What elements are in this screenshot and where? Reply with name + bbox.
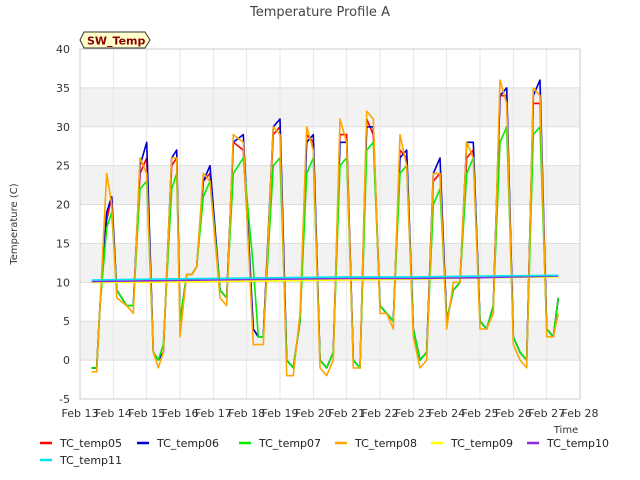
y-tick-label: -5 bbox=[59, 393, 70, 406]
background-band bbox=[80, 87, 580, 127]
x-tick-label: Feb 14 bbox=[95, 407, 132, 420]
x-tick-label: Feb 28 bbox=[562, 407, 599, 420]
legend-item-TC_temp06: TC_temp06 bbox=[137, 437, 219, 450]
x-tick-label: Feb 18 bbox=[228, 407, 265, 420]
y-tick-label: 10 bbox=[56, 276, 70, 289]
legend-item-TC_temp08: TC_temp08 bbox=[335, 437, 417, 450]
x-tick-label: Feb 25 bbox=[462, 407, 499, 420]
y-tick-label: 15 bbox=[56, 237, 70, 250]
plot-border bbox=[79, 48, 581, 400]
legend-label: TC_temp08 bbox=[354, 437, 417, 450]
sw-temp-badge: SW_Temp bbox=[79, 31, 151, 49]
series-line-TC_temp10 bbox=[91, 275, 559, 283]
legend-label: TC_temp11 bbox=[59, 454, 122, 467]
y-tick-label: 40 bbox=[56, 43, 70, 56]
series-line-TC_temp11 bbox=[91, 274, 559, 281]
y-tick-label: 30 bbox=[56, 121, 70, 134]
chart-title: Temperature Profile A bbox=[249, 5, 390, 20]
y-tick-label: 5 bbox=[63, 315, 70, 328]
legend-label: TC_temp10 bbox=[546, 437, 609, 450]
y-tick-label: 25 bbox=[56, 160, 70, 173]
badge-label: SW_Temp bbox=[87, 35, 146, 48]
x-tick-label: Feb 27 bbox=[528, 407, 565, 420]
x-tick-label: Feb 17 bbox=[195, 407, 232, 420]
legend-item-TC_temp09: TC_temp09 bbox=[431, 437, 513, 450]
legend: TC_temp05 TC_temp06 TC_temp07 TC_temp08 TC_t… bbox=[40, 437, 609, 467]
series-line-TC_temp07 bbox=[91, 126, 560, 369]
x-tick-label: Feb 21 bbox=[328, 407, 365, 420]
legend-item-TC_temp05: TC_temp05 bbox=[40, 437, 122, 450]
y-axis-ticks: -5 0 5 10 15 20 25 30 35 40 bbox=[56, 43, 70, 406]
x-tick-label: Feb 13 bbox=[62, 407, 99, 420]
series-line-TC_temp08 bbox=[91, 79, 560, 377]
x-axis-label: Time bbox=[553, 425, 578, 436]
legend-item-TC_temp10: TC_temp10 bbox=[527, 437, 609, 450]
x-tick-label: Feb 16 bbox=[162, 407, 199, 420]
x-tick-label: Feb 23 bbox=[395, 407, 432, 420]
legend-label: TC_temp05 bbox=[59, 437, 122, 450]
y-tick-label: 20 bbox=[56, 199, 70, 212]
badge-shape bbox=[79, 31, 151, 49]
legend-item-TC_temp11: TC_temp11 bbox=[40, 454, 122, 467]
legend-label: TC_temp09 bbox=[450, 437, 513, 450]
legend-item-TC_temp07: TC_temp07 bbox=[239, 437, 321, 450]
x-tick-label: Feb 19 bbox=[262, 407, 299, 420]
y-tick-label: 0 bbox=[63, 354, 70, 367]
x-tick-label: Feb 26 bbox=[495, 407, 532, 420]
background-band bbox=[80, 165, 580, 205]
legend-label: TC_temp07 bbox=[258, 437, 321, 450]
x-tick-label: Feb 20 bbox=[295, 407, 332, 420]
y-tick-label: 35 bbox=[56, 82, 70, 95]
series-layer bbox=[91, 79, 560, 377]
y-axis-label: Temperature (C) bbox=[9, 183, 20, 265]
legend-label: TC_temp06 bbox=[156, 437, 219, 450]
x-tick-label: Feb 15 bbox=[128, 407, 165, 420]
x-tick-label: Feb 22 bbox=[362, 407, 399, 420]
x-tick-label: Feb 24 bbox=[428, 407, 465, 420]
